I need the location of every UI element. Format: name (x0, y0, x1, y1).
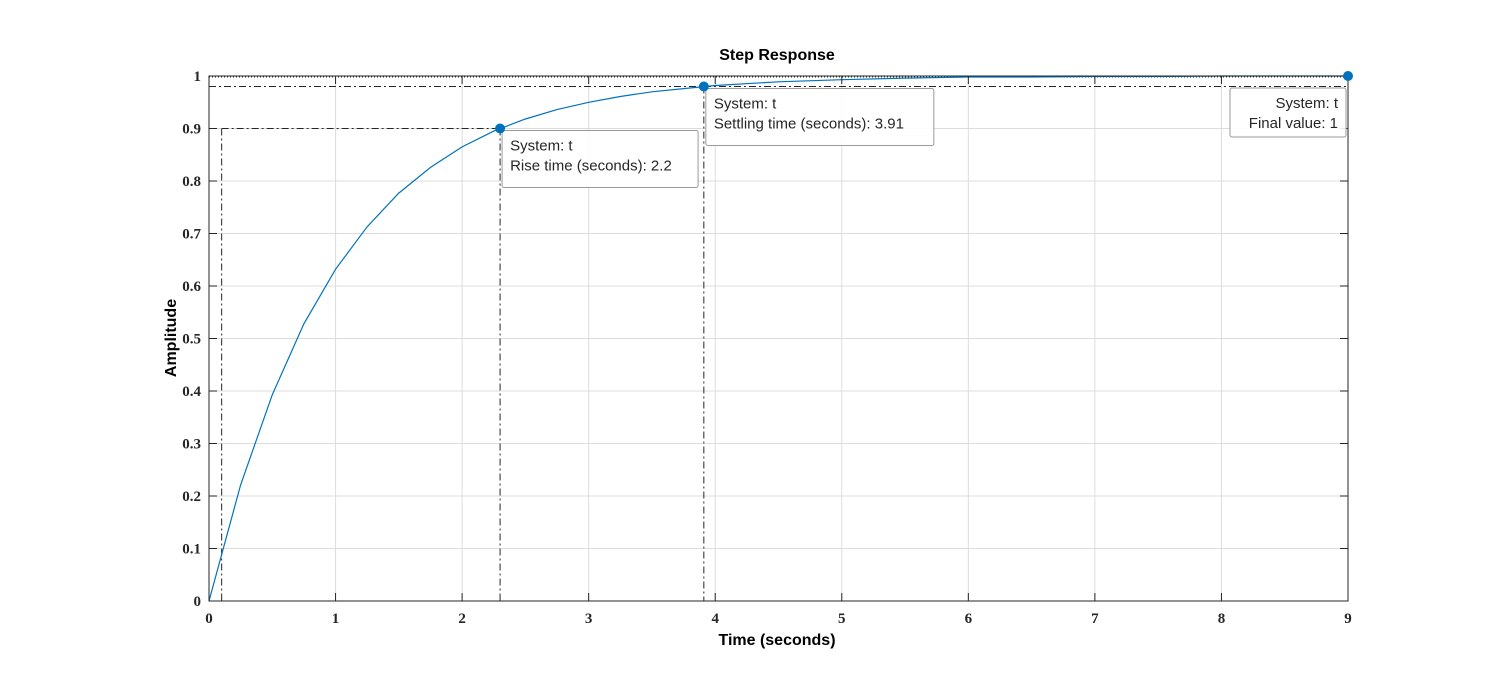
x-tick-label: 1 (332, 611, 340, 627)
y-axis-label: Amplitude (163, 299, 180, 377)
y-tick-label: 0.2 (182, 489, 201, 505)
data-tip-label: System: t (714, 96, 777, 113)
data-tip-box (1229, 87, 1347, 138)
tick-marks (208, 75, 1349, 602)
x-tick-label: 2 (458, 611, 466, 627)
x-tick-labels: 0 1 2 3 4 5 6 7 8 9 (205, 611, 1352, 627)
data-tip-label: Settling time (seconds): 3.91 (714, 116, 904, 133)
y-tick-label: 0 (194, 594, 202, 610)
x-tick-label: 5 (838, 611, 846, 627)
y-tick-label: 0.5 (182, 332, 201, 348)
y-tick-label: 0.6 (182, 279, 201, 295)
data-tip-marker (698, 81, 709, 92)
data-tip-label: System: t (1275, 95, 1338, 112)
reference-lines (209, 76, 1348, 601)
x-tick-label: 6 (965, 611, 973, 627)
x-tick-label: 7 (1091, 611, 1099, 627)
chart-title: Step Response (719, 47, 835, 64)
x-tick-label: 0 (205, 611, 213, 627)
x-tick-label: 9 (1344, 611, 1352, 627)
x-tick-label: 4 (711, 611, 719, 627)
data-tip-label: Rise time (seconds): 2.2 (510, 158, 672, 175)
y-tick-label: 0.8 (182, 174, 201, 190)
y-tick-label: 0.9 (182, 122, 201, 138)
x-tick-label: 3 (585, 611, 593, 627)
data-tip-marker (495, 123, 506, 134)
series-line-group (208, 75, 1348, 602)
data-tips: System: t Rise time (seconds): 2.2 System:… (495, 71, 1353, 188)
x-axis-label: Time (seconds) (718, 632, 835, 649)
y-tick-label: 0.1 (182, 542, 201, 558)
y-tick-label: 0.7 (182, 227, 201, 243)
step-response-line (208, 75, 1348, 602)
data-tip-label: System: t (510, 138, 573, 155)
data-tip-label: Final value: 1 (1249, 115, 1338, 132)
x-tick-label: 8 (1218, 611, 1226, 627)
data-tip-marker (1343, 71, 1353, 81)
y-tick-labels: 0 0.1 0.2 0.3 0.4 0.5 0.6 0.7 0.8 0.9 1 (182, 69, 201, 610)
y-tick-label: 0.4 (182, 384, 201, 400)
y-tick-label: 0.3 (182, 437, 201, 453)
data-tip-box (501, 130, 699, 188)
data-tip-box (705, 88, 935, 146)
y-tick-label: 1 (194, 69, 202, 85)
